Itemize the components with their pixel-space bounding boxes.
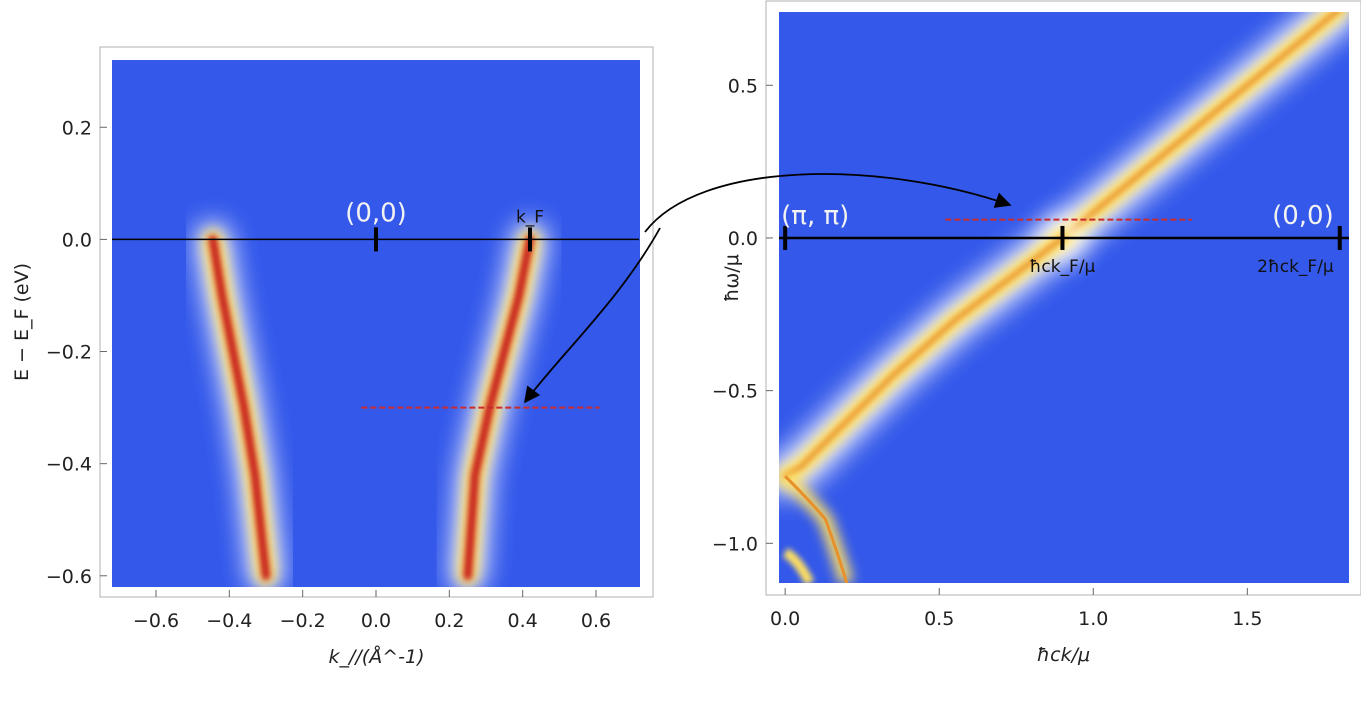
left-yaxis-title: E − E_F (eV) <box>11 263 33 381</box>
right-marker-label-pi: (π, π) <box>781 201 849 231</box>
xtick-label: 1.5 <box>1232 608 1262 630</box>
ytick-label: −0.5 <box>712 381 758 403</box>
xtick-label: −0.4 <box>206 610 252 632</box>
xtick-label: 0.0 <box>361 610 391 632</box>
left-marker-label-kf: k_F <box>516 207 544 227</box>
left-xaxis-title: k_//(Å^-1) <box>329 645 425 668</box>
ytick-label: 0.5 <box>728 75 758 97</box>
left-heatmap-background <box>112 60 640 587</box>
right-spectral-bands <box>779 12 1349 583</box>
ytick-label: −0.6 <box>46 566 92 588</box>
right-band-2-hook-core <box>784 475 849 583</box>
left-band-1-core <box>208 234 271 581</box>
right-marker-label-2kf: 2ħck_F/μ <box>1257 257 1334 277</box>
xtick-label: −0.6 <box>133 610 179 632</box>
right-chart: (π, π) ħck_F/μ 2ħck_F/μ (0,0) 0.0 0.5 1.0 1.5 −1… <box>712 0 1361 666</box>
ytick-label: −0.2 <box>46 342 92 364</box>
xtick-label: 0.0 <box>770 608 800 630</box>
ytick-label: 0.2 <box>62 117 92 139</box>
ytick-label: 0.0 <box>62 229 92 251</box>
right-xaxis-title: ħck/μ <box>1037 644 1090 666</box>
xtick-label: 0.6 <box>581 610 611 632</box>
ytick-label: −0.4 <box>46 454 92 476</box>
xtick-label: 0.4 <box>508 610 538 632</box>
right-marker-label-kf: ħck_F/μ <box>1030 257 1096 277</box>
link-arrow-to-left <box>524 227 661 404</box>
left-chart: (0,0) k_F −0.6 −0.4 −0.2 0.0 0.2 0.4 0.6 −0.6 −0.4… <box>11 46 654 668</box>
xtick-label: 0.5 <box>924 608 954 630</box>
link-arrow-to-right <box>644 173 1012 233</box>
right-band-2-core <box>782 235 1065 479</box>
right-heatmap-background <box>779 12 1349 583</box>
right-yaxis-title: ħω/μ <box>721 254 743 302</box>
left-band-2-core <box>463 234 535 581</box>
ytick-label: −1.0 <box>712 533 758 555</box>
xtick-label: 1.0 <box>1078 608 1108 630</box>
left-spectral-bands <box>195 222 547 587</box>
right-marker-label-gamma: (0,0) <box>1272 201 1334 231</box>
left-marker-label-gamma: (0,0) <box>345 198 407 228</box>
xtick-label: 0.2 <box>434 610 464 632</box>
right-band-3-fragment <box>782 547 815 583</box>
xtick-label: −0.2 <box>280 610 326 632</box>
right-band-1-core <box>1060 12 1340 241</box>
ytick-label: 0.0 <box>728 228 758 250</box>
